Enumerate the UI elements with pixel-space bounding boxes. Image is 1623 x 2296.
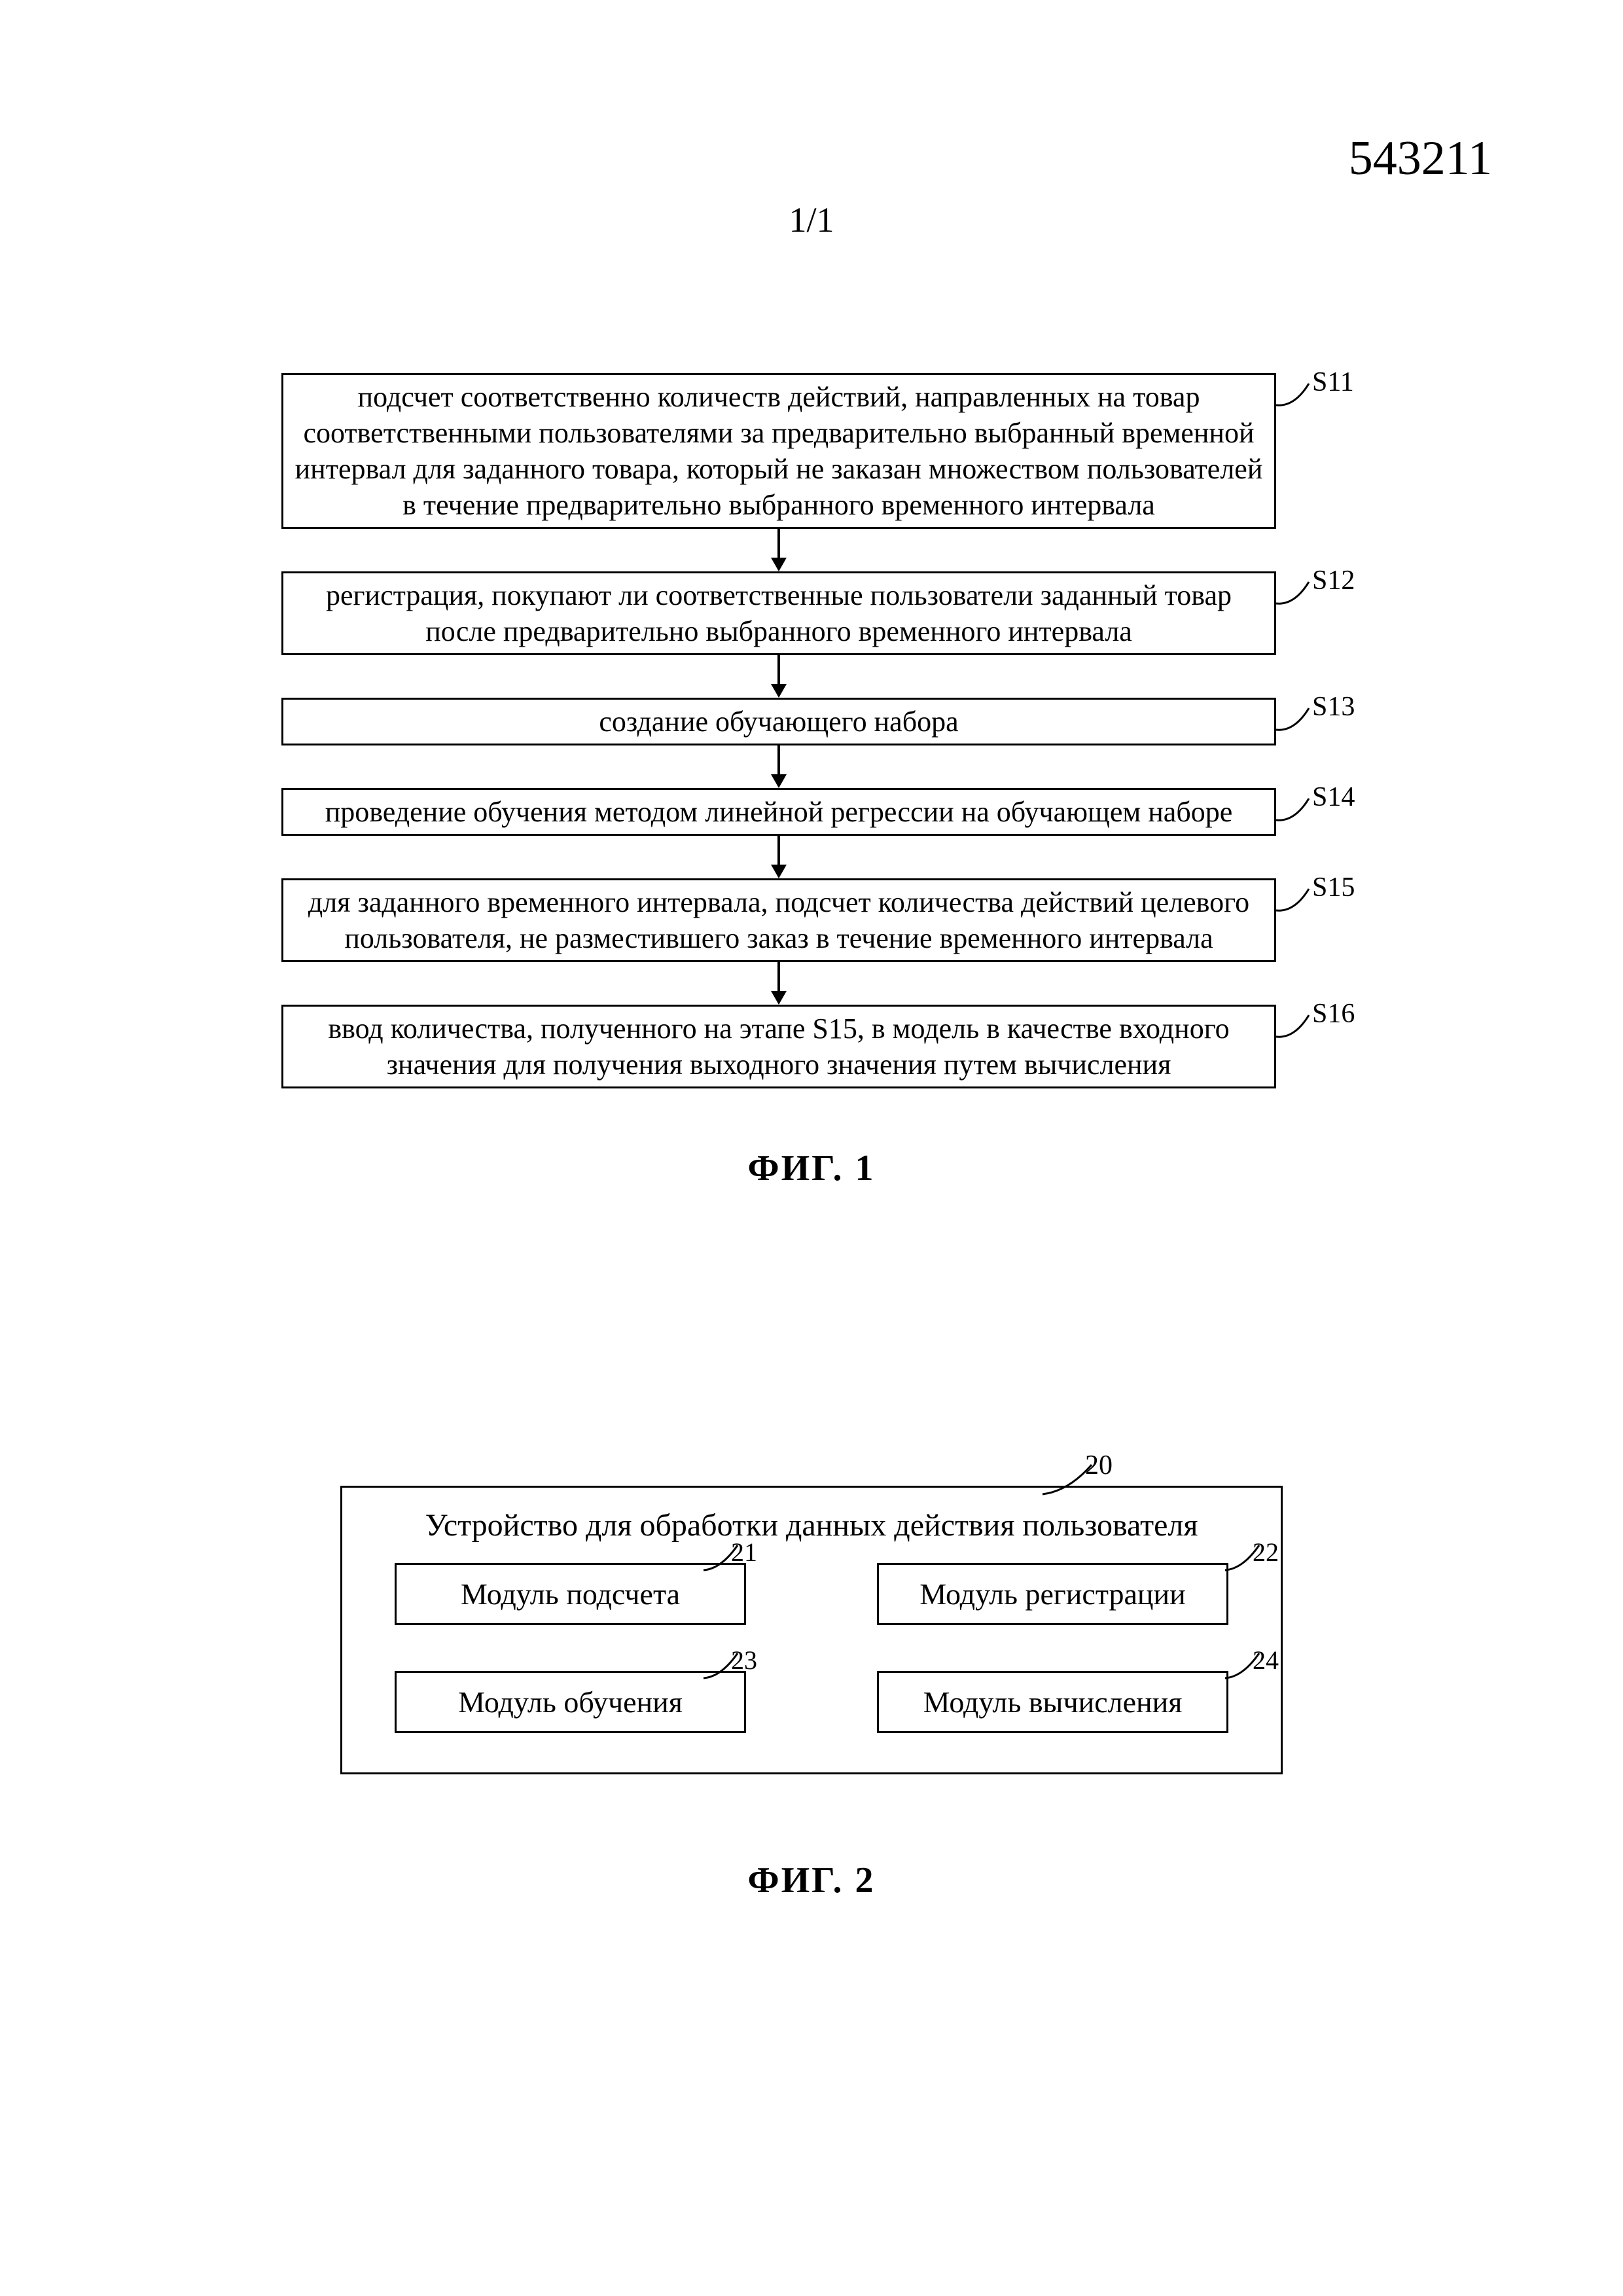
module-text: Модуль обучения xyxy=(458,1685,683,1719)
step-box-s15: для заданного временного интервала, подс… xyxy=(281,878,1276,962)
step-label: S14 xyxy=(1312,781,1355,813)
step-text: проведение обучения методом линейной рег… xyxy=(325,796,1233,828)
step-text: регистрация, покупают ли соответственные… xyxy=(326,579,1232,647)
device-label-wrap: 20 xyxy=(1085,1450,1113,1481)
step-box-s12: регистрация, покупают ли соответственные… xyxy=(281,571,1276,655)
step-label-wrap: S16 xyxy=(1276,1005,1342,1044)
step-label: S12 xyxy=(1312,565,1355,596)
module-box-23: Модуль обучения 23 xyxy=(395,1671,746,1733)
figure-2-caption: ФИГ. 2 xyxy=(340,1859,1283,1901)
connector-curve-icon xyxy=(1276,888,1312,914)
step-label-wrap: S14 xyxy=(1276,788,1342,827)
step-box-s16: ввод количества, полученного на этапе S1… xyxy=(281,1005,1276,1088)
device-box: Устройство для обработки данных действия… xyxy=(340,1486,1283,1774)
step-row-s15: для заданного временного интервала, подс… xyxy=(281,878,1342,962)
step-label: S11 xyxy=(1312,367,1354,398)
step-row-s16: ввод количества, полученного на этапе S1… xyxy=(281,1005,1342,1088)
figure-1: подсчет соответственно количеств действи… xyxy=(281,373,1342,1189)
arrow-down-icon xyxy=(281,745,1276,788)
step-text: подсчет соответственно количеств действи… xyxy=(295,381,1263,521)
connector-curve-icon xyxy=(702,1651,741,1683)
module-box-21: Модуль подсчета 21 xyxy=(395,1563,746,1625)
module-label-wrap: 24 xyxy=(1253,1641,1279,1676)
connector-curve-icon xyxy=(1276,581,1312,607)
step-row-s13: создание обучающего набора S13 xyxy=(281,698,1342,745)
document-number: 543211 xyxy=(1349,131,1492,187)
arrow-down-icon xyxy=(281,962,1276,1005)
step-box-s11: подсчет соответственно количеств действи… xyxy=(281,373,1276,529)
step-row-s11: подсчет соответственно количеств действи… xyxy=(281,373,1342,529)
module-label-wrap: 22 xyxy=(1253,1534,1279,1568)
arrow-down-icon xyxy=(281,529,1276,571)
page-number: 1/1 xyxy=(0,200,1623,240)
module-grid: Модуль подсчета 21 Модуль регистрации 22… xyxy=(368,1563,1255,1733)
step-text: ввод количества, полученного на этапе S1… xyxy=(328,1013,1229,1081)
arrow-down-icon xyxy=(281,655,1276,698)
step-box-s14: проведение обучения методом линейной рег… xyxy=(281,788,1276,836)
step-label: S16 xyxy=(1312,998,1355,1030)
connector-curve-icon xyxy=(1223,1543,1262,1575)
step-row-s14: проведение обучения методом линейной рег… xyxy=(281,788,1342,836)
step-label: S15 xyxy=(1312,872,1355,903)
connector-curve-icon xyxy=(1223,1651,1262,1683)
step-label-wrap: S13 xyxy=(1276,698,1342,737)
step-label: S13 xyxy=(1312,691,1355,723)
module-text: Модуль регистрации xyxy=(919,1577,1186,1611)
step-box-s13: создание обучающего набора xyxy=(281,698,1276,745)
step-label-wrap: S12 xyxy=(1276,571,1342,611)
connector-curve-icon xyxy=(1276,1014,1312,1040)
module-box-24: Модуль вычисления 24 xyxy=(877,1671,1228,1733)
module-text: Модуль вычисления xyxy=(923,1685,1183,1719)
connector-curve-icon xyxy=(1276,797,1312,823)
step-text: для заданного временного интервала, подс… xyxy=(308,886,1249,954)
step-label-wrap: S11 xyxy=(1276,373,1342,412)
figure-2: 20 Устройство для обработки данных дейст… xyxy=(340,1486,1283,1901)
connector-curve-icon xyxy=(1276,707,1312,733)
step-text: создание обучающего набора xyxy=(599,706,958,738)
connector-curve-icon xyxy=(1276,382,1312,408)
figure-1-caption: ФИГ. 1 xyxy=(281,1147,1342,1189)
module-box-22: Модуль регистрации 22 xyxy=(877,1563,1228,1625)
module-label-wrap: 21 xyxy=(731,1534,757,1568)
device-title: Устройство для обработки данных действия… xyxy=(368,1507,1255,1543)
step-label-wrap: S15 xyxy=(1276,878,1342,918)
module-label-wrap: 23 xyxy=(731,1641,757,1676)
step-row-s12: регистрация, покупают ли соответственные… xyxy=(281,571,1342,655)
arrow-down-icon xyxy=(281,836,1276,878)
connector-curve-icon xyxy=(702,1543,741,1575)
module-text: Модуль подсчета xyxy=(461,1577,680,1611)
